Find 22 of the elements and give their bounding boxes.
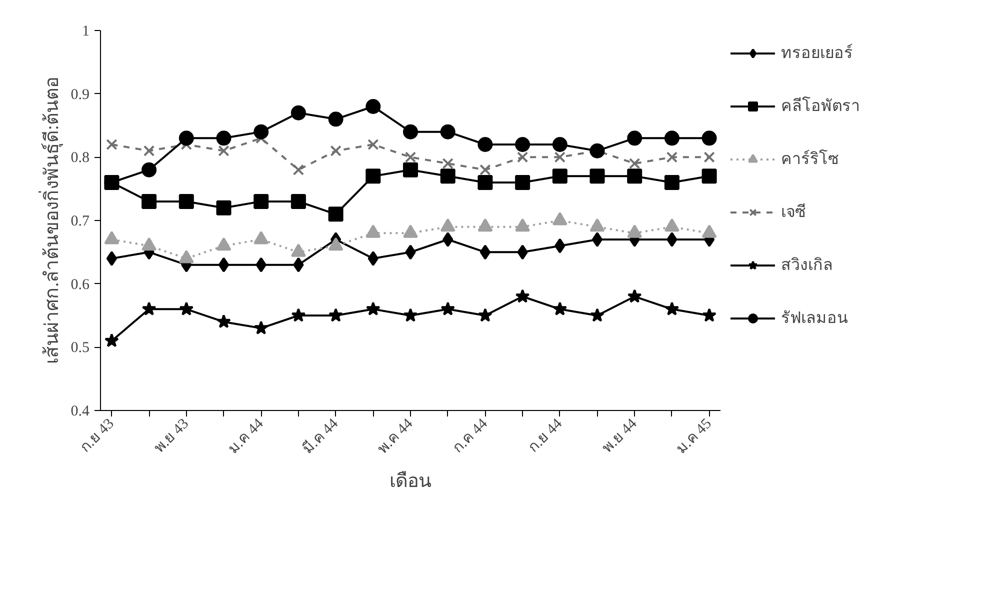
y-axis-title: เส้นผ่าศก.ลำต้นของกิ่งพันธุ์ดี:ต้นตอ: [38, 76, 64, 364]
legend-label: เจซี: [781, 202, 806, 223]
x-tick-label: พ.ย 44: [600, 415, 641, 456]
y-tick-label: 0.9: [70, 86, 90, 103]
x-tick-label: ก.ค 44: [450, 415, 492, 456]
y-tick-label: 0.5: [70, 340, 90, 356]
x-tick-label: พ.ย 43: [151, 416, 192, 456]
x-tick-label: ม.ค 44: [225, 415, 268, 458]
x-axis-title: เดือน: [390, 470, 432, 492]
legend-label: สวิงเกิล: [781, 256, 833, 276]
y-tick-label: 0.6: [70, 276, 90, 293]
x-tick-label: ก.ย 44: [526, 415, 566, 456]
legend-label: คาร์ริโซ: [781, 148, 839, 170]
x-tick-label: พ.ค 44: [374, 415, 417, 458]
legend-label: รัฟเลมอน: [781, 309, 848, 329]
y-tick-label: 1: [82, 24, 90, 40]
legend-label: ทรอยเยอร์: [781, 42, 853, 64]
y-tick-label: 0.7: [70, 214, 90, 230]
x-tick-label: มี.ค 44: [299, 414, 342, 458]
x-tick-label: ม.ค 45: [674, 416, 715, 458]
y-tick-label: 0.8: [70, 150, 90, 166]
legend-label: คลีโอพัตรา: [781, 96, 860, 117]
